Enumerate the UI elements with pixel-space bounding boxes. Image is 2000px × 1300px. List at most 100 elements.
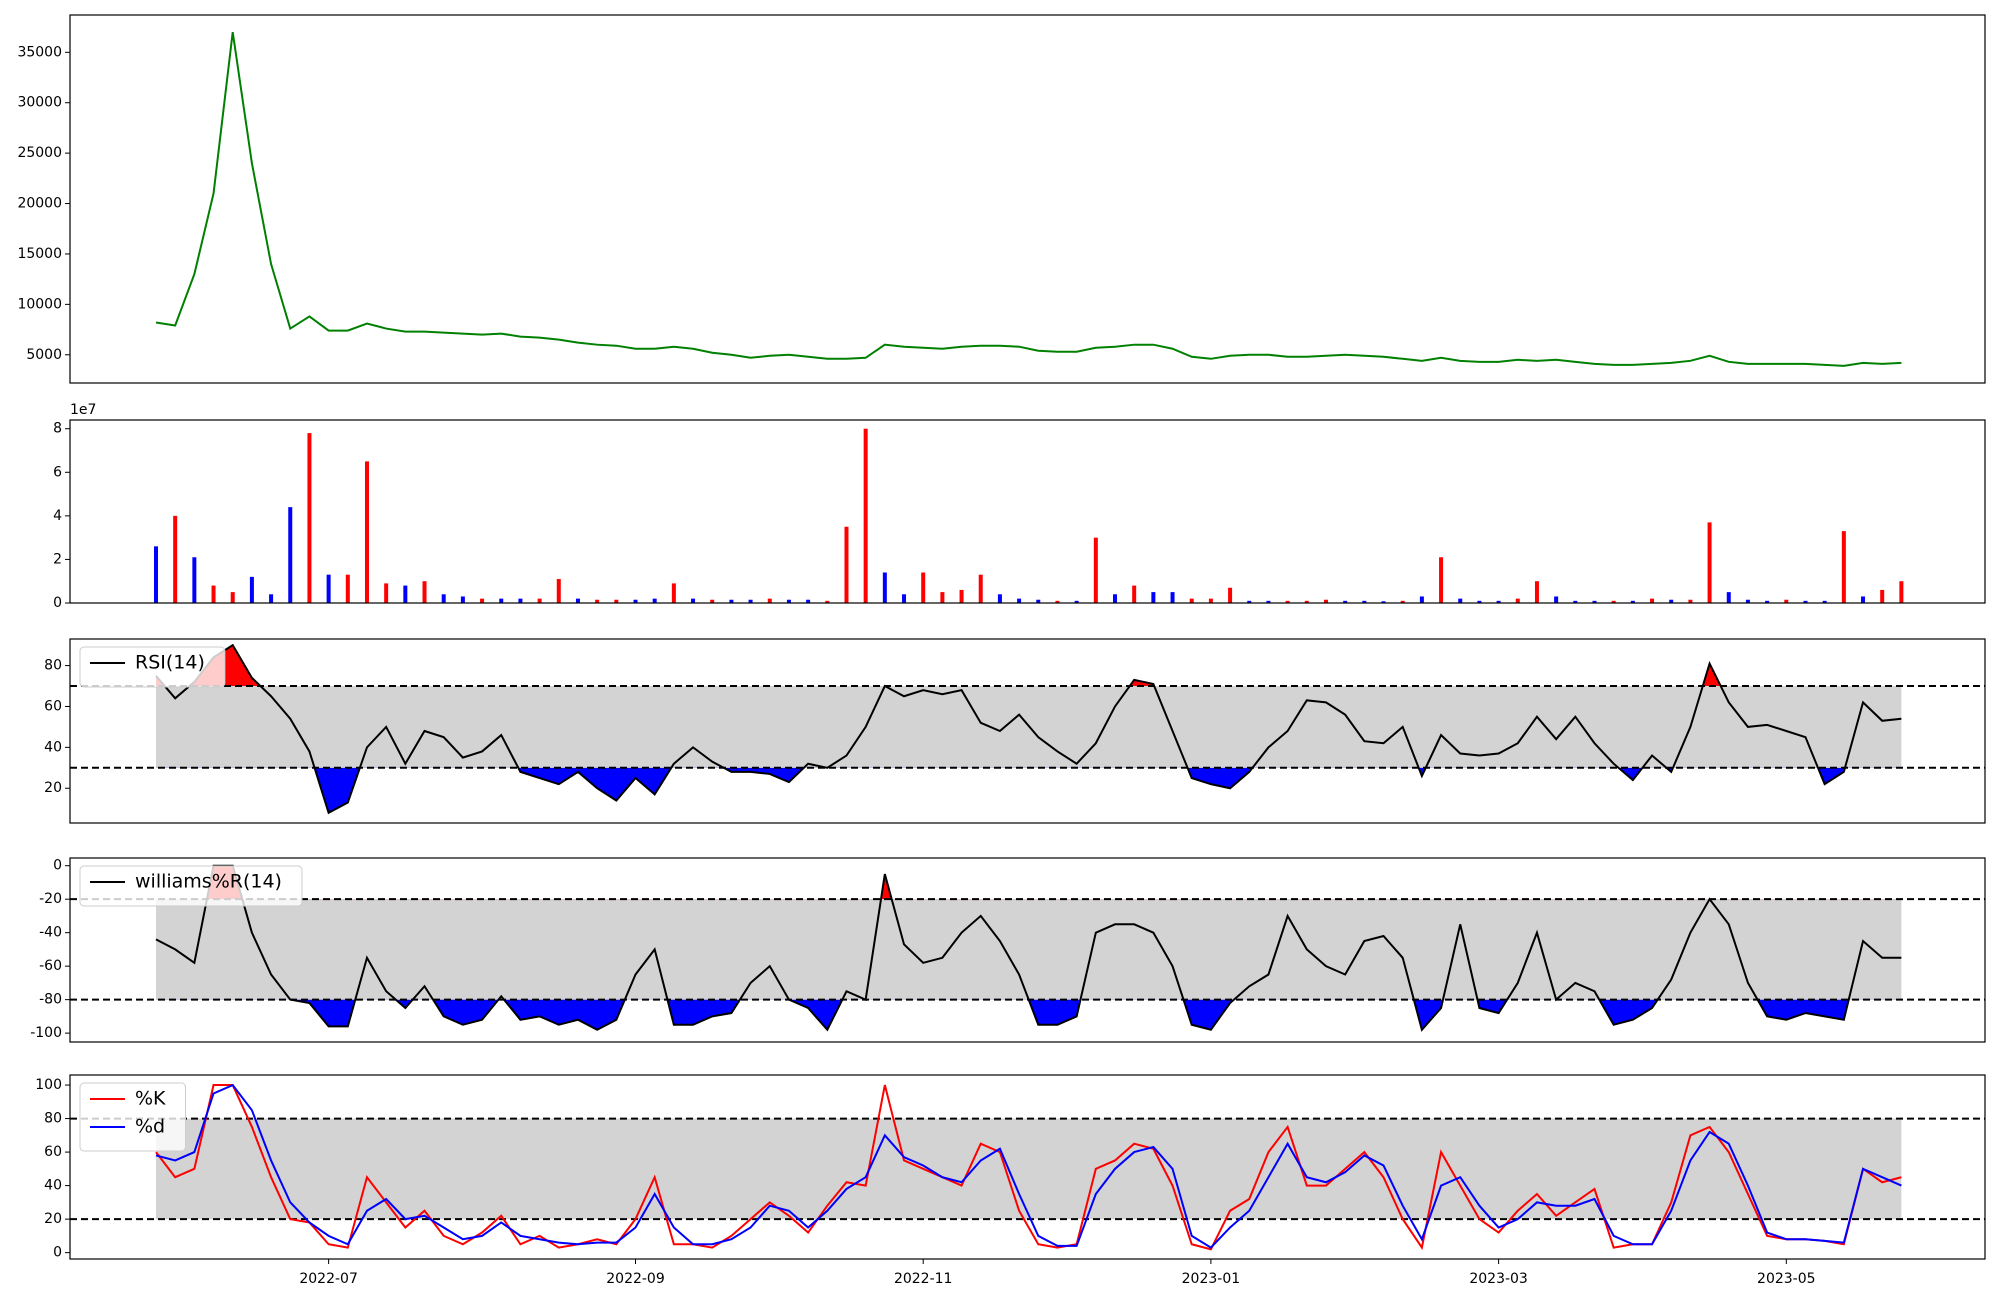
bar <box>1285 600 1290 603</box>
bar <box>1017 598 1022 603</box>
y-tick-label: 40 <box>44 1178 62 1194</box>
bar <box>1151 592 1156 603</box>
axis-offset-text: 1e7 <box>70 402 96 418</box>
bar <box>1093 537 1098 603</box>
bar <box>345 574 350 603</box>
bar <box>1419 596 1424 603</box>
bar <box>249 576 254 603</box>
axes-frame <box>69 14 1986 384</box>
bar <box>307 433 312 603</box>
bar <box>499 598 504 603</box>
bar <box>1515 598 1520 603</box>
bar <box>1650 598 1655 603</box>
y-tick-label: 15000 <box>17 246 62 262</box>
y-tick-label: 0 <box>53 858 62 874</box>
x-tick-label: 2023-01 <box>1182 1271 1241 1287</box>
bar <box>1400 600 1405 603</box>
bar <box>1496 600 1501 603</box>
bar <box>1113 594 1117 603</box>
panel: -100 -80 -60 -40 -20 0 williams%R(14) <box>30 857 1986 1043</box>
legend: RSI(14) <box>79 646 226 688</box>
bar <box>1726 592 1731 603</box>
axes-frame <box>69 419 1986 604</box>
bar <box>1266 600 1271 603</box>
bar <box>269 594 274 603</box>
bar <box>1343 600 1348 603</box>
bar <box>1304 600 1309 603</box>
y-tick-label: -20 <box>39 891 62 907</box>
bar <box>710 599 715 603</box>
series-line <box>155 643 1902 815</box>
bar <box>959 589 964 603</box>
bar <box>825 600 830 603</box>
bar <box>1573 600 1578 603</box>
bar <box>1745 599 1750 603</box>
bar <box>767 598 772 603</box>
y-tick-label: 8 <box>53 421 62 437</box>
y-tick-label: 10000 <box>17 296 62 312</box>
bar <box>1477 600 1482 603</box>
bar <box>1189 598 1194 603</box>
x-tick-label: 2022-11 <box>894 1271 953 1287</box>
threshold-fill <box>156 999 1902 1030</box>
legend-label: %K <box>135 1088 166 1110</box>
y-tick-label: 0 <box>53 595 62 611</box>
bar <box>480 598 485 603</box>
bar <box>1323 599 1328 603</box>
bar <box>1841 531 1846 603</box>
bar <box>1362 600 1367 603</box>
bar <box>1803 600 1808 603</box>
bar <box>1611 600 1616 603</box>
bar <box>211 585 216 603</box>
series-line <box>155 864 1902 1032</box>
bar <box>288 507 293 603</box>
bar <box>173 515 178 603</box>
legend-label: williams%R(14) <box>135 871 282 893</box>
legend-label: %d <box>135 1116 165 1138</box>
bar <box>806 599 811 603</box>
bar <box>921 572 926 603</box>
bar <box>230 592 235 603</box>
bar <box>1036 599 1041 603</box>
bar <box>595 599 600 603</box>
threshold-band <box>156 899 1902 1000</box>
bar <box>1439 557 1444 603</box>
y-tick-label: 60 <box>44 1144 62 1160</box>
bar <box>1170 592 1175 603</box>
bar <box>1784 599 1789 603</box>
bar <box>441 594 446 603</box>
bar <box>652 598 657 603</box>
bar <box>940 592 945 603</box>
bar <box>978 574 983 603</box>
y-tick-label: 80 <box>44 1111 62 1127</box>
bar <box>556 579 561 603</box>
y-tick-label: 2 <box>53 551 62 567</box>
legend-box <box>79 646 226 688</box>
axes-frame <box>69 638 1986 824</box>
bar <box>691 598 696 603</box>
bar <box>192 557 197 603</box>
axes-frame <box>69 1074 1986 1260</box>
bar <box>1247 600 1252 603</box>
bar <box>844 526 849 603</box>
bar <box>575 598 580 603</box>
bar <box>1074 600 1079 603</box>
series-line <box>155 31 1902 367</box>
y-tick-label: 20 <box>44 1211 62 1227</box>
bar <box>614 599 619 603</box>
bar <box>671 583 676 603</box>
bar <box>1381 601 1386 603</box>
bar <box>1592 600 1597 603</box>
bar <box>997 594 1002 603</box>
x-tick-label: 2023-03 <box>1469 1271 1528 1287</box>
bar <box>364 461 369 603</box>
y-tick-label: -40 <box>39 925 62 941</box>
x-tick-label: 2023-05 <box>1757 1271 1816 1287</box>
y-tick-label: 5000 <box>26 347 62 363</box>
bar <box>518 598 523 603</box>
y-tick-label: 60 <box>44 698 62 714</box>
y-tick-label: 35000 <box>17 44 62 60</box>
bar <box>1132 585 1137 603</box>
x-tick-label: 2022-09 <box>606 1271 665 1287</box>
bar <box>1208 598 1213 603</box>
